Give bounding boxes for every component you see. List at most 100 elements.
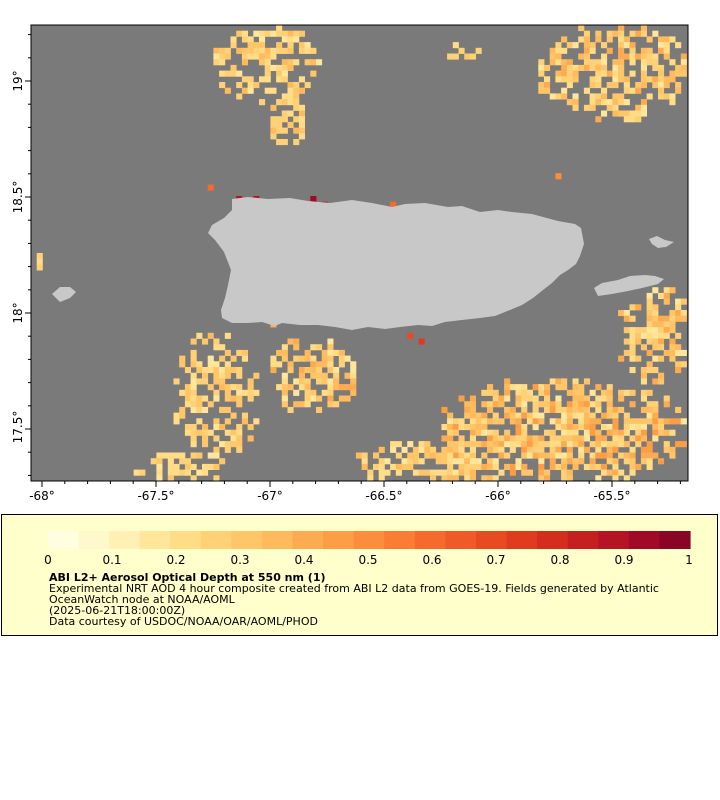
aod-pixel — [561, 59, 568, 66]
aod-pixel — [623, 110, 630, 117]
aod-pixel — [640, 395, 647, 402]
colorbar-cell — [476, 531, 508, 549]
aod-pixel — [236, 441, 243, 448]
aod-pixel — [247, 76, 254, 83]
aod-pixel — [612, 76, 619, 83]
aod-pixel — [658, 429, 665, 436]
aod-pixel — [418, 441, 425, 448]
aod-pixel — [646, 349, 653, 356]
aod-pixel — [333, 349, 340, 356]
aod-pixel — [281, 99, 288, 106]
aod-pixel — [572, 424, 579, 431]
aod-pixel — [549, 378, 556, 385]
aod-pixel — [578, 452, 585, 459]
aod-pixel — [213, 463, 220, 470]
aod-pixel — [601, 435, 608, 442]
aod-pixel — [469, 463, 476, 470]
aod-pixel — [675, 332, 682, 339]
aod-pixel — [629, 332, 636, 339]
aod-pixel — [464, 424, 471, 431]
aod-pixel — [680, 310, 687, 317]
aod-pixel — [549, 47, 556, 54]
aod-pixel — [509, 435, 516, 442]
aod-pixel — [680, 349, 687, 356]
aod-pixel — [629, 327, 636, 334]
aod-pixel — [629, 469, 636, 476]
aod-pixel — [298, 87, 305, 94]
aod-pixel — [635, 327, 642, 334]
aod-pixel — [281, 344, 288, 351]
aod-pixel — [578, 53, 585, 60]
aod-pixel — [566, 458, 573, 465]
aod-pixel — [618, 47, 625, 54]
aod-pixel — [481, 401, 488, 408]
aod-pixel — [487, 418, 494, 425]
aod-pixel — [190, 441, 197, 448]
aod-pixel — [612, 104, 619, 111]
aod-pixel — [669, 418, 676, 425]
aod-pixel — [287, 82, 294, 89]
aod-pixel — [452, 446, 459, 453]
aod-pixel — [555, 452, 562, 459]
aod-pixel — [532, 441, 539, 448]
aod-pixel — [447, 53, 454, 60]
aod-pixel — [464, 401, 471, 408]
aod-pixel — [658, 315, 665, 322]
aod-pixel — [287, 99, 294, 106]
aod-pixel — [230, 64, 237, 71]
aod-pixel — [395, 441, 402, 448]
aod-pixel — [469, 53, 476, 60]
aod-pixel — [538, 401, 545, 408]
aod-pixel — [583, 401, 590, 408]
aod-pixel — [629, 59, 636, 66]
aod-pixel — [652, 355, 659, 362]
aod-pixel — [321, 349, 328, 356]
aod-pixel — [184, 429, 191, 436]
aod-pixel — [521, 435, 528, 442]
aod-pixel — [561, 412, 568, 419]
aod-pixel — [544, 429, 551, 436]
aod-pixel — [190, 384, 197, 391]
aod-pixel — [202, 429, 209, 436]
aod-pixel — [635, 30, 642, 37]
aod-pixel — [184, 384, 191, 391]
aod-pixel — [675, 418, 682, 425]
aod-pixel — [270, 64, 277, 71]
aod-pixel — [344, 372, 351, 379]
aod-pixel — [156, 458, 163, 465]
aod-pixel — [458, 47, 465, 54]
aod-pixel — [521, 446, 528, 453]
aod-pixel — [635, 82, 642, 89]
aod-pixel — [601, 42, 608, 49]
aod-pixel — [538, 452, 545, 459]
aod-pixel — [521, 395, 528, 402]
aod-pixel — [555, 47, 562, 54]
aod-pixel — [623, 310, 630, 317]
aod-pixel — [640, 82, 647, 89]
aod-pixel — [635, 332, 642, 339]
aod-pixel — [213, 389, 220, 396]
aod-pixel — [441, 446, 448, 453]
aod-pixel — [566, 42, 573, 49]
aod-pixel — [224, 372, 231, 379]
aod-pixel — [264, 47, 271, 54]
aod-pixel — [669, 338, 676, 345]
aod-pixel — [458, 458, 465, 465]
aod-pixel — [623, 412, 630, 419]
aod-pixel — [395, 463, 402, 470]
aod-pixel — [276, 64, 283, 71]
aod-pixel — [475, 458, 482, 465]
aod-pixel — [526, 469, 533, 476]
aod-pixel — [623, 349, 630, 356]
aod-pixel — [219, 59, 226, 66]
aod-pixel — [629, 110, 636, 117]
aod-pixel — [544, 87, 551, 94]
aod-pixel — [595, 435, 602, 442]
aod-pixel — [640, 429, 647, 436]
colorbar-cell — [200, 531, 233, 549]
aod-pixel — [327, 349, 334, 356]
aod-pixel — [646, 298, 653, 305]
colorbar-cell — [567, 531, 599, 549]
aod-pixel — [606, 47, 613, 54]
aod-pixel — [452, 441, 459, 448]
